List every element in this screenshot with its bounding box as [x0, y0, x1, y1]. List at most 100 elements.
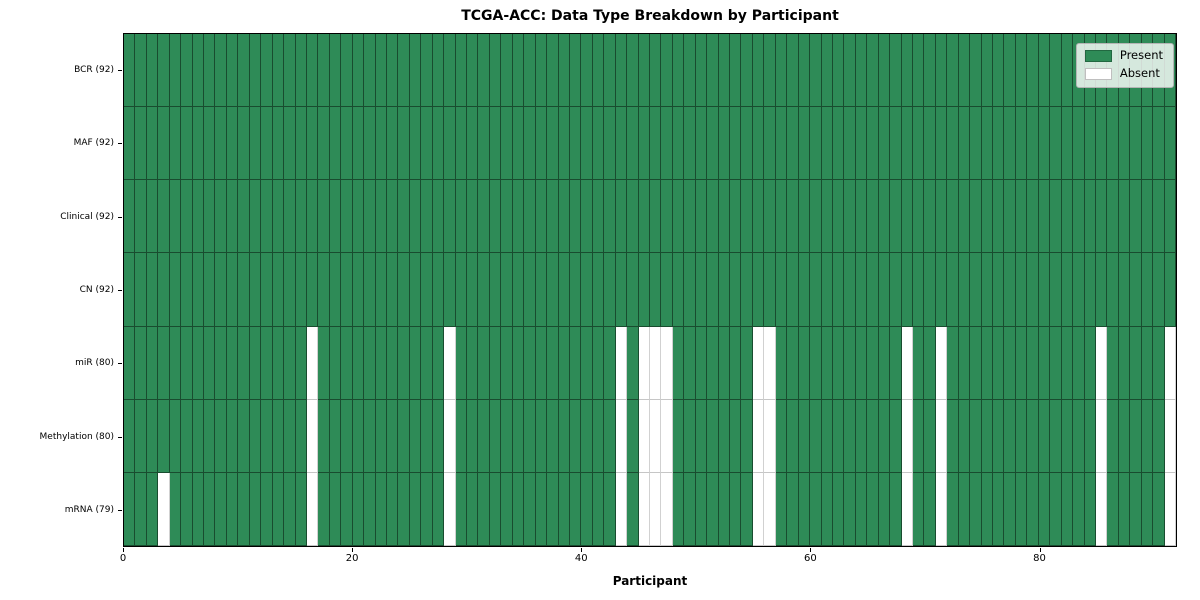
- grid-cell: [901, 180, 913, 254]
- grid-cell: [718, 107, 731, 181]
- grid-cell: [787, 399, 799, 473]
- grid-cell: [158, 326, 170, 400]
- grid-cell: [958, 107, 971, 181]
- grid-cell: [832, 399, 845, 473]
- grid-cell: [958, 326, 971, 400]
- grid-cell: [627, 253, 639, 327]
- grid-cell: [318, 326, 330, 400]
- grid-cell: [741, 34, 753, 108]
- grid-cell: [627, 34, 639, 108]
- grid-cell: [672, 253, 685, 327]
- grid-cell: [169, 399, 182, 473]
- grid-cell: [752, 253, 765, 327]
- grid-cell: [524, 399, 536, 473]
- grid-cell: [661, 107, 673, 181]
- grid-cell: [764, 472, 776, 546]
- grid-cell: [375, 107, 387, 181]
- grid-cell: [592, 34, 605, 108]
- grid-cell: [352, 107, 365, 181]
- grid-cell: [1164, 107, 1176, 181]
- grid-cell: [627, 326, 639, 400]
- grid-cell: [352, 253, 365, 327]
- grid-cell: [364, 253, 376, 327]
- grid-cell: [810, 326, 822, 400]
- grid-cell: [409, 107, 422, 181]
- grid-cell: [261, 107, 273, 181]
- grid-cell: [455, 107, 468, 181]
- grid-cell: [524, 34, 536, 108]
- grid-cell: [684, 34, 696, 108]
- grid-cell: [821, 253, 833, 327]
- grid-cell: [478, 472, 490, 546]
- grid-cell: [958, 180, 971, 254]
- grid-cell: [764, 399, 776, 473]
- grid-cell: [844, 107, 856, 181]
- grid-cell: [295, 180, 307, 254]
- grid-cell: [1130, 399, 1142, 473]
- grid-cell: [775, 472, 788, 546]
- grid-cell: [1073, 253, 1085, 327]
- grid-cell: [707, 180, 719, 254]
- grid-cell: [501, 253, 513, 327]
- grid-cell: [901, 326, 913, 400]
- grid-cell: [695, 253, 708, 327]
- grid-cell: [169, 472, 182, 546]
- grid-cell: [272, 34, 285, 108]
- x-tick-label: 40: [574, 553, 588, 564]
- grid-cell: [364, 107, 376, 181]
- grid-cell: [1073, 180, 1085, 254]
- grid-cell: [558, 472, 570, 546]
- grid-cell: [181, 34, 193, 108]
- grid-cell: [306, 253, 319, 327]
- grid-cell: [695, 472, 708, 546]
- grid-cell: [730, 326, 742, 400]
- grid-cell: [810, 34, 822, 108]
- grid-cell: [1095, 180, 1108, 254]
- grid-cell: [867, 253, 879, 327]
- grid-cell: [329, 326, 342, 400]
- grid-cell: [421, 326, 433, 400]
- grid-cell: [878, 107, 891, 181]
- grid-cell: [329, 180, 342, 254]
- grid-cell: [215, 34, 227, 108]
- grid-cell: [261, 399, 273, 473]
- grid-cell: [581, 34, 593, 108]
- grid-cell: [295, 107, 307, 181]
- grid-cell: [947, 180, 959, 254]
- grid-cell: [478, 180, 490, 254]
- grid-cell: [1050, 472, 1062, 546]
- grid-cell: [215, 253, 227, 327]
- grid-cell: [135, 180, 147, 254]
- grid-cell: [375, 326, 387, 400]
- grid-cell: [798, 472, 811, 546]
- grid-cell: [661, 180, 673, 254]
- grid-cell: [672, 472, 685, 546]
- grid-cell: [204, 180, 216, 254]
- grid-cell: [924, 472, 936, 546]
- grid-cell: [181, 180, 193, 254]
- grid-cell: [855, 472, 868, 546]
- grid-cell: [489, 326, 502, 400]
- grid-cell: [329, 34, 342, 108]
- grid-cell: [672, 399, 685, 473]
- grid-cell: [489, 253, 502, 327]
- grid-cell: [204, 107, 216, 181]
- grid-cell: [661, 399, 673, 473]
- y-tick-mark: [118, 510, 122, 512]
- grid-cell: [1038, 180, 1051, 254]
- y-tick-mark: [118, 216, 122, 218]
- grid-cell: [444, 107, 456, 181]
- grid-cell: [1050, 399, 1062, 473]
- grid-cell: [295, 326, 307, 400]
- grid-cell: [993, 399, 1005, 473]
- grid-cell: [341, 34, 353, 108]
- grid-cell: [124, 472, 136, 546]
- grid-cell: [615, 34, 628, 108]
- grid-cell: [661, 253, 673, 327]
- grid-cell: [432, 34, 445, 108]
- grid-cell: [249, 472, 262, 546]
- grid-cell: [558, 326, 570, 400]
- grid-cell: [192, 180, 205, 254]
- grid-cell: [810, 107, 822, 181]
